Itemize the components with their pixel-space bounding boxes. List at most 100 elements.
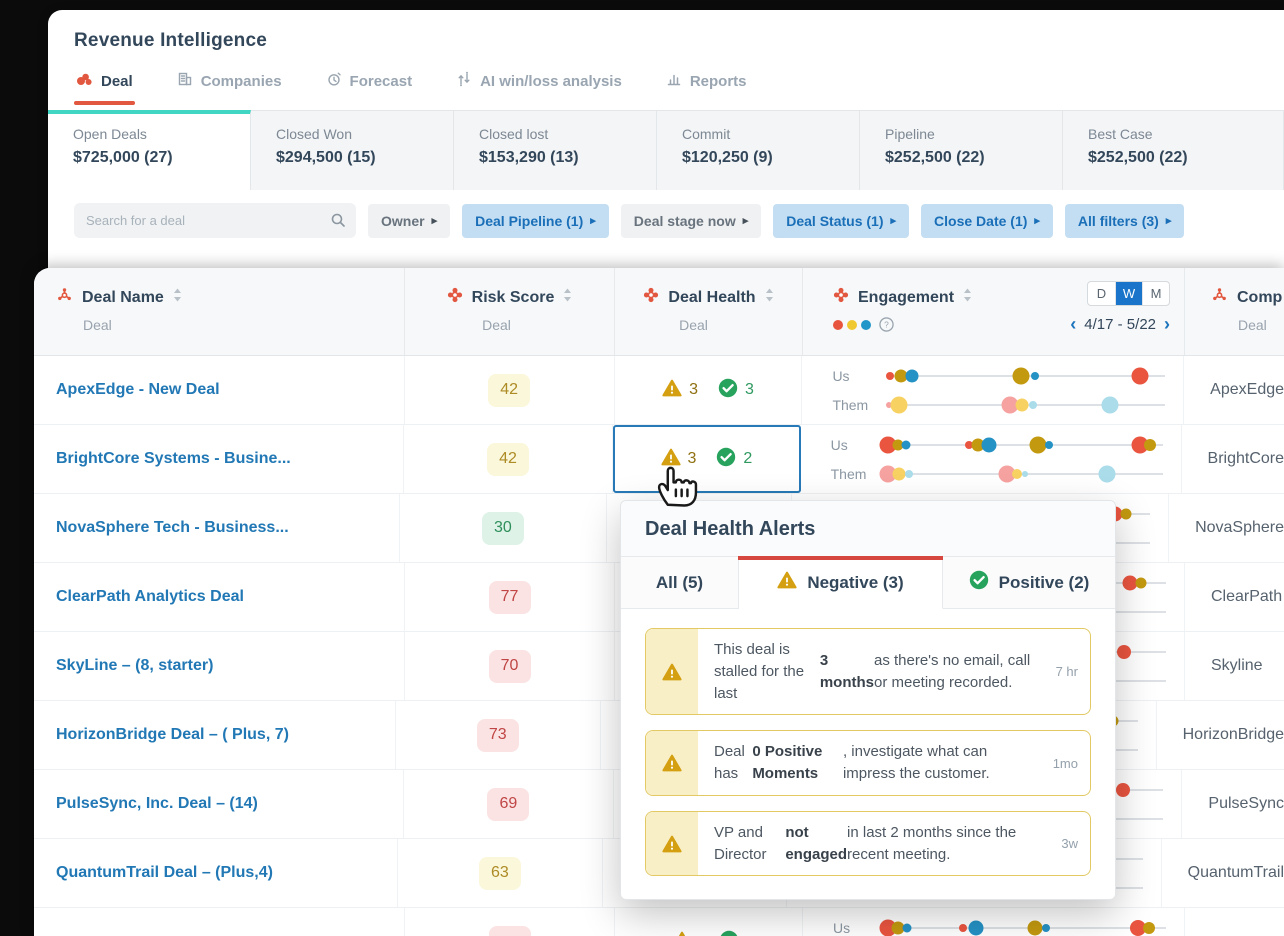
search-wrap	[74, 203, 356, 238]
popup-tab-positive-2-[interactable]: Positive (2)	[943, 557, 1115, 609]
nav-tab-companies[interactable]: Companies	[177, 71, 282, 105]
column-header-company[interactable]: Comp Deal	[1185, 268, 1284, 355]
pill-label: Deal stage now	[633, 212, 736, 229]
risk-score-badge: 70	[488, 649, 531, 683]
search-input[interactable]	[74, 203, 356, 238]
deal-name-cell: ApexEdge - New Deal	[34, 356, 405, 424]
column-header-deal-name[interactable]: Deal Name Deal	[34, 268, 405, 355]
filter-pill-owner[interactable]: Owner ▸	[368, 203, 451, 238]
period-toggle-w[interactable]: W	[1115, 282, 1142, 305]
deal-name-link[interactable]: PulseSync, Inc. Deal – (14)	[56, 795, 258, 812]
deal-name-cell	[34, 908, 405, 936]
column-title: Engagement	[858, 288, 955, 306]
deal-name-cell: PulseSync, Inc. Deal – (14)	[34, 770, 405, 838]
deal-name-link[interactable]: SkyLine – (8, starter)	[56, 657, 214, 674]
risk-score-cell: 70	[405, 632, 615, 700]
forecast-icon	[326, 71, 342, 91]
warning-icon	[672, 931, 692, 936]
chevron-right-icon: ▸	[742, 215, 749, 227]
nav-tab-forecast[interactable]: Forecast	[326, 71, 413, 105]
engagement-us-track	[879, 918, 1166, 936]
help-icon[interactable]: ?	[879, 317, 894, 332]
engagement-them-line: Them	[832, 395, 1183, 415]
alert-text: Deal has 0 Positive Moments, investigate…	[714, 743, 990, 782]
risk-score-badge: 69	[487, 787, 530, 821]
nav-tab-label: Forecast	[349, 72, 413, 90]
legend-dot	[861, 319, 871, 330]
engagement-dot	[959, 923, 968, 932]
engagement-dot	[1098, 465, 1116, 482]
card-value: $153,290 (13)	[479, 149, 579, 166]
engagement-us-line: Us	[832, 366, 1183, 386]
deal-name-cell: SkyLine – (8, starter)	[34, 632, 405, 700]
sort-icon[interactable]	[765, 288, 774, 307]
filter-pill-deal-status-1-[interactable]: Deal Status (1) ▸	[773, 203, 910, 238]
nav-tab-label: Reports	[689, 72, 747, 90]
summary-card-open-deals[interactable]: Open Deals $725,000 (27)	[48, 110, 251, 190]
gong-logo-icon	[76, 72, 93, 91]
deal-name-link[interactable]: BrightCore Systems - Busine...	[56, 450, 291, 467]
negative-count: 3	[689, 381, 698, 398]
filter-pill-deal-stage-now[interactable]: Deal stage now ▸	[620, 203, 762, 238]
engagement-dot	[891, 921, 905, 934]
negative-alerts: 3	[660, 448, 696, 471]
deal-name-link[interactable]: ApexEdge - New Deal	[56, 381, 220, 398]
table-row: BrightCore Systems - Busine... 42 3 2 Us Them…	[34, 425, 1284, 494]
filter-pill-close-date-1-[interactable]: Close Date (1) ▸	[921, 203, 1053, 238]
main-nav-tabs: Deal Companies Forecast AI win/loss analysi…	[48, 52, 1284, 105]
engagement-dot	[1135, 577, 1147, 588]
deal-name-link[interactable]: QuantumTrail Deal – (Plus,4)	[56, 864, 273, 881]
card-label: Pipeline	[885, 126, 935, 142]
popup-tab-negative-3-[interactable]: Negative (3)	[738, 556, 943, 609]
company-cell: HorizonBridge	[1182, 726, 1284, 743]
warning-icon	[660, 448, 681, 471]
positive-alerts: 3	[718, 378, 754, 403]
column-title: Risk Score	[471, 288, 555, 306]
risk-score-cell: 42	[404, 425, 614, 493]
nav-tab-ai-win-loss[interactable]: AI win/loss analysis	[456, 71, 622, 105]
table-header: Deal Name Deal Risk Score Deal Deal Heal…	[34, 268, 1284, 356]
company-cell: ApexEdge	[1210, 381, 1284, 398]
next-range-icon[interactable]: ›	[1164, 314, 1170, 334]
deal-name-link[interactable]: NovaSphere Tech - Business...	[56, 519, 289, 536]
risk-score-cell: 63	[398, 839, 604, 907]
card-value: $120,250 (9)	[682, 149, 773, 166]
sort-icon[interactable]	[173, 288, 182, 307]
risk-score-badge: 42	[488, 373, 531, 407]
pill-label: Owner	[381, 212, 425, 229]
engagement-dot	[1131, 367, 1149, 384]
engagement-dot	[879, 436, 897, 453]
chevron-right-icon: ▸	[590, 215, 596, 227]
column-header-risk-score[interactable]: Risk Score Deal	[405, 268, 615, 355]
deal-health-cell[interactable]	[615, 908, 803, 936]
filter-pill-deal-pipeline-1-[interactable]: Deal Pipeline (1) ▸	[462, 203, 609, 238]
summary-card-best-case[interactable]: Best Case $252,500 (22)	[1063, 110, 1284, 190]
engagement-dot	[892, 467, 906, 480]
column-header-deal-health[interactable]: Deal Health Deal	[615, 268, 803, 355]
popup-tab-all-5-[interactable]: All (5)	[621, 557, 739, 609]
period-toggle-d[interactable]: D	[1096, 286, 1107, 301]
deal-name-link[interactable]: HorizonBridge Deal – ( Plus, 7)	[56, 726, 289, 743]
prev-range-icon[interactable]: ‹	[1070, 314, 1077, 334]
period-toggle-m[interactable]: M	[1142, 282, 1169, 305]
engagement-us-track	[879, 435, 1163, 455]
pill-label: Deal Pipeline (1)	[475, 212, 584, 229]
summary-card-commit[interactable]: Commit $120,250 (9)	[657, 110, 860, 190]
engagement-dot	[886, 371, 895, 380]
filter-pill-all-filters-3-[interactable]: All filters (3) ▸	[1064, 203, 1185, 238]
summary-card-closed-won[interactable]: Closed Won $294,500 (15)	[251, 110, 454, 190]
summary-card-closed-lost[interactable]: Closed lost $153,290 (13)	[454, 110, 657, 190]
engagement-dot	[1012, 367, 1030, 384]
nav-tab-reports[interactable]: Reports	[666, 71, 747, 105]
alert-card: This deal is stalled for the last 3 mont…	[645, 628, 1091, 716]
nav-tab-deal[interactable]: Deal	[74, 72, 135, 105]
sort-icon[interactable]	[963, 288, 972, 307]
summary-card-pipeline[interactable]: Pipeline $252,500 (22)	[860, 110, 1063, 190]
sort-icon[interactable]	[563, 288, 572, 307]
deal-name-link[interactable]: ClearPath Analytics Deal	[56, 588, 244, 605]
engagement-dot	[890, 396, 908, 413]
card-value: $252,500 (22)	[885, 149, 985, 166]
